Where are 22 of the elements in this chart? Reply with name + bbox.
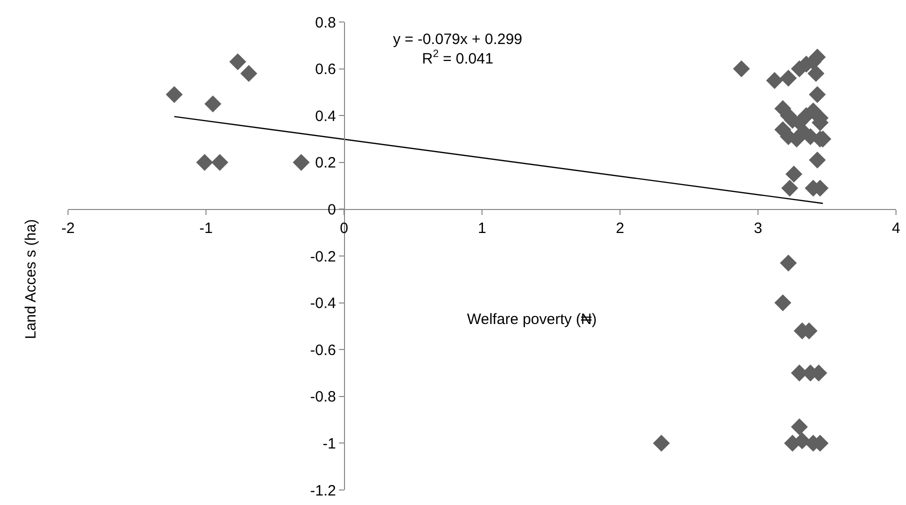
x-tick-label: 1: [478, 220, 486, 238]
x-tick-label: 3: [754, 220, 762, 238]
annotation: y = -0.079x + 0.299: [393, 31, 522, 48]
x-tick-label: 2: [616, 220, 624, 238]
x-axis-title: Welfare poverty (₦): [467, 311, 597, 328]
y-tick-label: 0.6: [315, 61, 336, 78]
y-tick-label: -0.6: [310, 342, 336, 359]
y-tick-label: 0.8: [315, 14, 336, 32]
x-tick-label: -2: [61, 220, 75, 238]
y-tick-label: -1: [322, 435, 336, 452]
y-tick-label: 0.2: [315, 154, 336, 172]
annotation: R$^{2}$ = 0.041: [422, 48, 494, 68]
y-tick-label: 0.4: [315, 108, 336, 125]
x-tick-label: 0: [340, 220, 348, 238]
x-tick-label: -1: [199, 220, 213, 238]
y-tick-label: -0.2: [310, 248, 336, 266]
y-axis-title: Land Acces s (ha): [22, 219, 40, 340]
y-tick-label: -1.2: [310, 482, 336, 500]
x-tick-label: 4: [892, 220, 900, 238]
y-tick-label: -0.4: [310, 295, 336, 312]
y-tick-label: -0.8: [310, 388, 336, 406]
y-tick-label: 0: [328, 201, 336, 218]
